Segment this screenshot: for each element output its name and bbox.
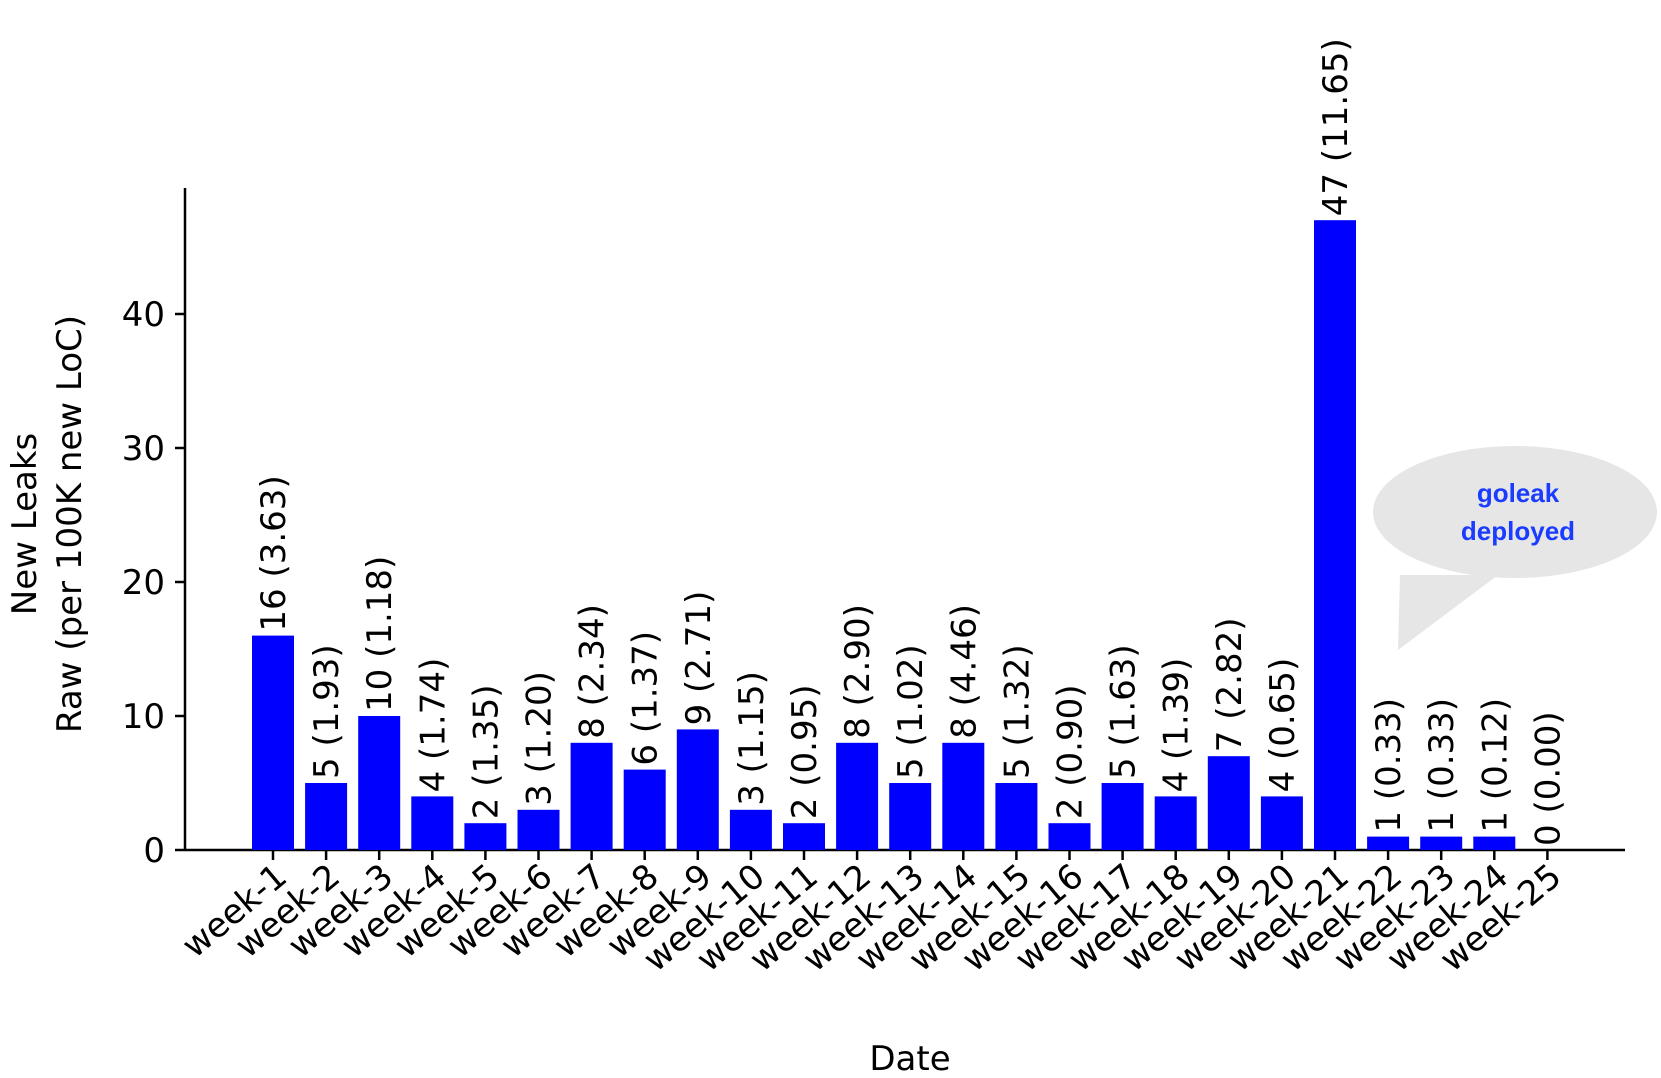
y-tick-label: 10 xyxy=(122,697,165,737)
speech-bubble-body xyxy=(1373,446,1657,578)
bar-value-label: 6 (1.37) xyxy=(626,631,666,766)
bar xyxy=(1260,796,1303,850)
bar xyxy=(252,635,294,850)
bar-value-label: 7 (2.82) xyxy=(1210,618,1250,753)
bar xyxy=(517,809,560,850)
bar-value-label: 8 (2.90) xyxy=(838,604,878,739)
bar xyxy=(1314,220,1356,850)
bar xyxy=(1367,836,1410,850)
bar xyxy=(995,783,1038,850)
bar-value-label: 8 (2.34) xyxy=(573,604,613,739)
bar-value-label: 10 (1.18) xyxy=(360,556,400,712)
bar-value-label: 1 (0.33) xyxy=(1369,698,1409,833)
y-tick-label: 0 xyxy=(143,831,165,871)
bar xyxy=(464,823,507,850)
bar-value-label: 1 (0.33) xyxy=(1422,698,1462,833)
bar xyxy=(1154,796,1197,850)
y-axis-title-line1: New Leaks xyxy=(5,433,45,615)
bar xyxy=(1048,823,1091,850)
bar-value-label: 9 (2.71) xyxy=(679,591,719,726)
bar-value-label: 4 (0.65) xyxy=(1263,658,1303,793)
x-axis: week-1week-2week-3week-4week-5week-6week… xyxy=(175,848,1625,980)
bars xyxy=(252,220,1516,850)
bar xyxy=(570,742,613,850)
y-tick-label: 40 xyxy=(122,295,165,335)
y-axis-title-line2: Raw (per 100K new LoC) xyxy=(50,315,90,733)
bar-value-label: 47 (11.65) xyxy=(1316,38,1356,216)
bar xyxy=(942,742,985,850)
bar-value-label: 16 (3.63) xyxy=(254,475,294,631)
y-tick-label: 20 xyxy=(122,563,165,603)
bar-value-label: 5 (1.63) xyxy=(1104,644,1144,779)
bar xyxy=(1420,836,1463,850)
bar-value-label: 2 (0.90) xyxy=(1051,685,1091,820)
annotation-line2: deployed xyxy=(1461,516,1575,546)
bar-value-label: 3 (1.15) xyxy=(732,671,772,806)
bar xyxy=(1101,783,1144,850)
bar-value-label: 8 (4.46) xyxy=(944,604,984,739)
bar-value-label: 5 (1.93) xyxy=(307,644,347,779)
y-tick-label: 30 xyxy=(122,429,165,469)
bar-value-label: 4 (1.74) xyxy=(413,658,453,793)
x-axis-title: Date xyxy=(869,1039,950,1078)
bar xyxy=(676,729,719,850)
bar xyxy=(305,783,348,850)
bar-value-label: 5 (1.02) xyxy=(891,644,931,779)
bar xyxy=(836,742,879,850)
bar xyxy=(889,783,932,850)
bar-value-label: 5 (1.32) xyxy=(997,644,1037,779)
y-axis: 0 10 20 30 40 xyxy=(122,188,187,871)
bar-value-label: 2 (0.95) xyxy=(785,685,825,820)
bar-value-label: 3 (1.20) xyxy=(520,671,560,806)
annotation-callout: goleak deployed xyxy=(1373,446,1657,650)
annotation-line1: goleak xyxy=(1477,478,1560,508)
bar xyxy=(729,809,772,850)
bar xyxy=(1207,756,1250,850)
bar xyxy=(783,823,825,850)
bar xyxy=(358,716,401,850)
bar-labels: 16 (3.63) 5 (1.93) 10 (1.18) 4 (1.74) 2 (1.3… xyxy=(254,38,1568,846)
bar-value-label: 0 (0.00) xyxy=(1528,711,1568,846)
bar-value-label: 4 (1.39) xyxy=(1157,658,1197,793)
speech-bubble xyxy=(1398,575,1498,650)
bar-value-label: 2 (1.35) xyxy=(466,685,506,820)
bar-value-label: 1 (0.12) xyxy=(1475,698,1515,833)
bar xyxy=(623,769,666,850)
bar xyxy=(411,796,454,850)
bar xyxy=(1473,836,1516,850)
